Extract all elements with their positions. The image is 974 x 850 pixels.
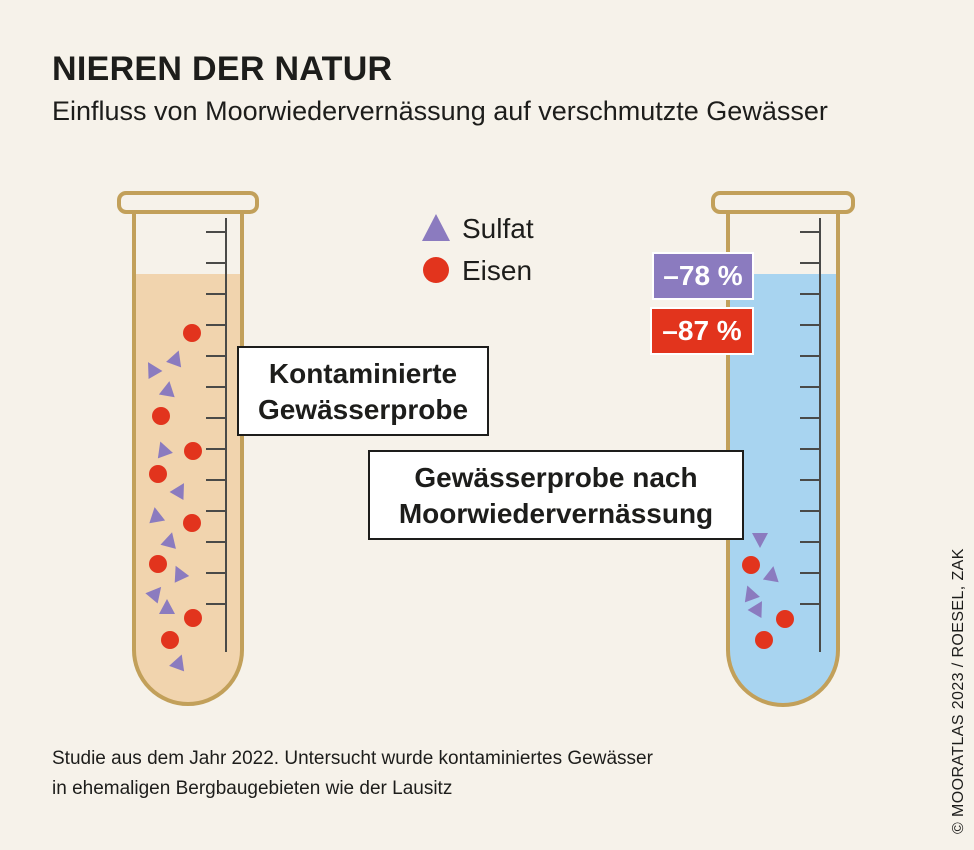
sulfat-particle bbox=[174, 565, 190, 583]
eisen-particle bbox=[152, 407, 170, 425]
page-title: NIEREN DER NATUR bbox=[52, 50, 393, 88]
sulfat-particle bbox=[158, 381, 175, 398]
legend-sulfat-label: Sulfat bbox=[462, 213, 534, 244]
contaminated-particles bbox=[145, 324, 202, 672]
footnote: Studie aus dem Jahr 2022. Untersucht wur… bbox=[52, 744, 653, 804]
contaminated-test-tube bbox=[117, 191, 259, 706]
contaminated-tube-rim bbox=[117, 191, 259, 214]
sulfat-particle bbox=[159, 599, 175, 614]
contaminated-liquid bbox=[134, 274, 242, 704]
sulfat-particle bbox=[169, 654, 185, 672]
sulfat-reduction-badge: –78 % bbox=[652, 252, 754, 300]
contaminated-sample-label: Kontaminierte Gewässerprobe bbox=[237, 346, 489, 436]
sulfat-particle bbox=[166, 350, 182, 368]
eisen-particle bbox=[742, 556, 760, 574]
sulfat-particle bbox=[145, 586, 162, 604]
rewetted-label-line2: Moorwiedervernässung bbox=[398, 498, 714, 529]
footnote-line1: Studie aus dem Jahr 2022. Untersucht wur… bbox=[52, 748, 653, 769]
rewetted-scale-ticks bbox=[800, 231, 820, 605]
eisen-particle bbox=[149, 555, 167, 573]
sulfat-particle bbox=[169, 483, 185, 501]
sulfat-particle bbox=[149, 507, 166, 524]
eisen-particle bbox=[183, 514, 201, 532]
sulfat-particle bbox=[747, 601, 762, 619]
eisen-particle bbox=[149, 465, 167, 483]
sulfat-particle bbox=[752, 533, 768, 548]
rewetted-tube-outline bbox=[726, 212, 840, 707]
rewetted-label-line1: Gewässerprobe nach bbox=[414, 462, 698, 493]
rewetted-tube-rim bbox=[711, 191, 855, 214]
contaminated-label-line2: Gewässerprobe bbox=[257, 394, 469, 425]
eisen-particle bbox=[161, 631, 179, 649]
rewetted-particles bbox=[742, 533, 794, 649]
rewetted-sample-label: Gewässerprobe nach Moorwiedervernässung bbox=[368, 450, 744, 540]
source-credit: © MOORATLAS 2023 / ROESEL, ZAK bbox=[950, 548, 967, 834]
eisen-reduction-badge: –87 % bbox=[650, 307, 754, 355]
sulfat-particle bbox=[160, 532, 176, 549]
eisen-particle bbox=[776, 610, 794, 628]
eisen-particle bbox=[184, 442, 202, 460]
sulfat-particle bbox=[148, 362, 163, 380]
sulfat-legend-icon bbox=[422, 214, 450, 241]
eisen-particle bbox=[755, 631, 773, 649]
eisen-particle bbox=[183, 324, 201, 342]
rewetted-test-tube bbox=[711, 191, 855, 707]
sulfat-particle bbox=[762, 566, 779, 583]
eisen-particle bbox=[184, 609, 202, 627]
sulfat-particle bbox=[157, 441, 173, 459]
footnote-line2: in ehemaligen Bergbaugebieten wie der La… bbox=[52, 778, 453, 799]
sulfat-particle bbox=[744, 585, 760, 603]
contaminated-label-line1: Kontaminierte bbox=[268, 358, 458, 389]
legend-eisen-label: Eisen bbox=[462, 255, 532, 286]
contaminated-tube-outline bbox=[132, 212, 244, 706]
contaminated-scale-ticks bbox=[206, 231, 226, 605]
page-subtitle: Einfluss von Moorwiedervernässung auf ve… bbox=[52, 96, 828, 126]
legend: Sulfat Eisen bbox=[422, 213, 534, 286]
eisen-legend-icon bbox=[423, 257, 449, 283]
